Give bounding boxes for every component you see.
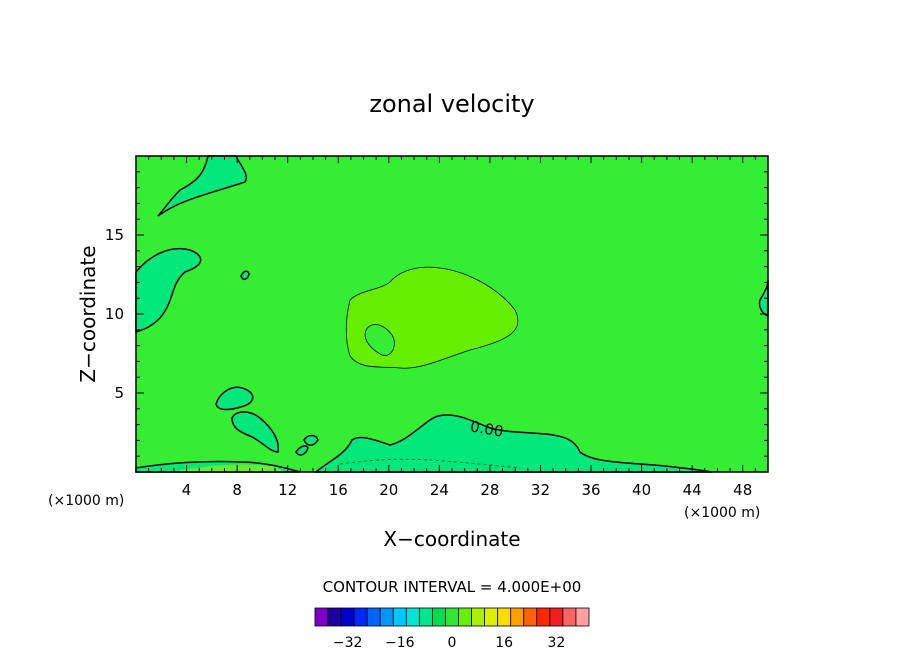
colorbar-swatch — [575, 607, 590, 627]
colorbar-swatch — [562, 607, 577, 627]
colorbar-swatch — [458, 607, 472, 627]
colorbar — [314, 607, 590, 627]
colorbar-tick-label: −32 — [333, 635, 363, 651]
colorbar-tick-label: 0 — [448, 635, 457, 651]
colorbar-swatch — [353, 607, 368, 627]
colorbar-swatch — [327, 607, 342, 627]
colorbar-swatch — [379, 607, 394, 627]
x-tick-label: 20 — [379, 481, 398, 499]
y-tick-label: 10 — [105, 305, 124, 323]
x-tick-label: 36 — [581, 481, 600, 499]
x-tick-labels: 4 8 12 16 20 24 28 32 36 40 44 48 — [182, 481, 752, 499]
y-axis-label: Z−coordinate — [76, 245, 100, 382]
x-tick-label: 28 — [480, 481, 499, 499]
y-tick-labels: 5 10 15 — [105, 226, 124, 402]
colorbar-swatch — [536, 607, 551, 627]
contour-interval: CONTOUR INTERVAL = 4.000E+00 — [323, 578, 582, 596]
x-tick-label: 40 — [632, 481, 651, 499]
colorbar-swatch — [497, 607, 512, 627]
tick-marks — [136, 156, 768, 472]
colorbar-swatch — [340, 607, 355, 627]
y-tick-label: 5 — [114, 384, 124, 402]
plot-area: 0.00 — [135, 155, 769, 473]
colorbar-swatch — [418, 607, 433, 627]
colorbar-tick-label: 16 — [495, 635, 513, 651]
x-tick-label: 24 — [430, 481, 449, 499]
x-unit-right: (×1000 m) — [684, 505, 760, 521]
contour-label: 0.00 — [469, 417, 505, 441]
colorbar-swatch — [445, 607, 459, 627]
x-tick-label: 4 — [182, 481, 192, 499]
colorbar-tick-labels: −32 −16 0 16 32 — [333, 635, 565, 651]
colorbar-swatch — [523, 607, 538, 627]
colorbar-tick-label: −16 — [385, 635, 415, 651]
colorbar-swatch — [484, 607, 499, 627]
x-tick-label: 32 — [531, 481, 550, 499]
colorbar-swatch — [314, 607, 329, 627]
x-tick-label: 16 — [329, 481, 348, 499]
colorbar-swatch — [510, 607, 525, 627]
chart-title: zonal velocity — [369, 90, 534, 118]
x-tick-label: 12 — [278, 481, 297, 499]
colorbar-swatch — [405, 607, 420, 627]
x-tick-label: 44 — [683, 481, 702, 499]
x-tick-label: 8 — [232, 481, 242, 499]
x-axis-label: X−coordinate — [383, 527, 520, 551]
x-unit-left: (×1000 m) — [48, 493, 124, 509]
colorbar-swatch — [549, 607, 564, 627]
x-tick-label: 48 — [733, 481, 752, 499]
colorbar-swatch — [392, 607, 407, 627]
positive-hole — [364, 324, 395, 356]
colorbar-swatch — [366, 607, 381, 627]
light-green-strip — [180, 464, 282, 472]
y-tick-label: 15 — [105, 226, 124, 244]
dashed-contour — [339, 458, 521, 469]
colorbar-tick-label: 32 — [547, 635, 565, 651]
colorbar-swatch — [432, 607, 446, 627]
colorbar-swatch — [471, 607, 486, 627]
